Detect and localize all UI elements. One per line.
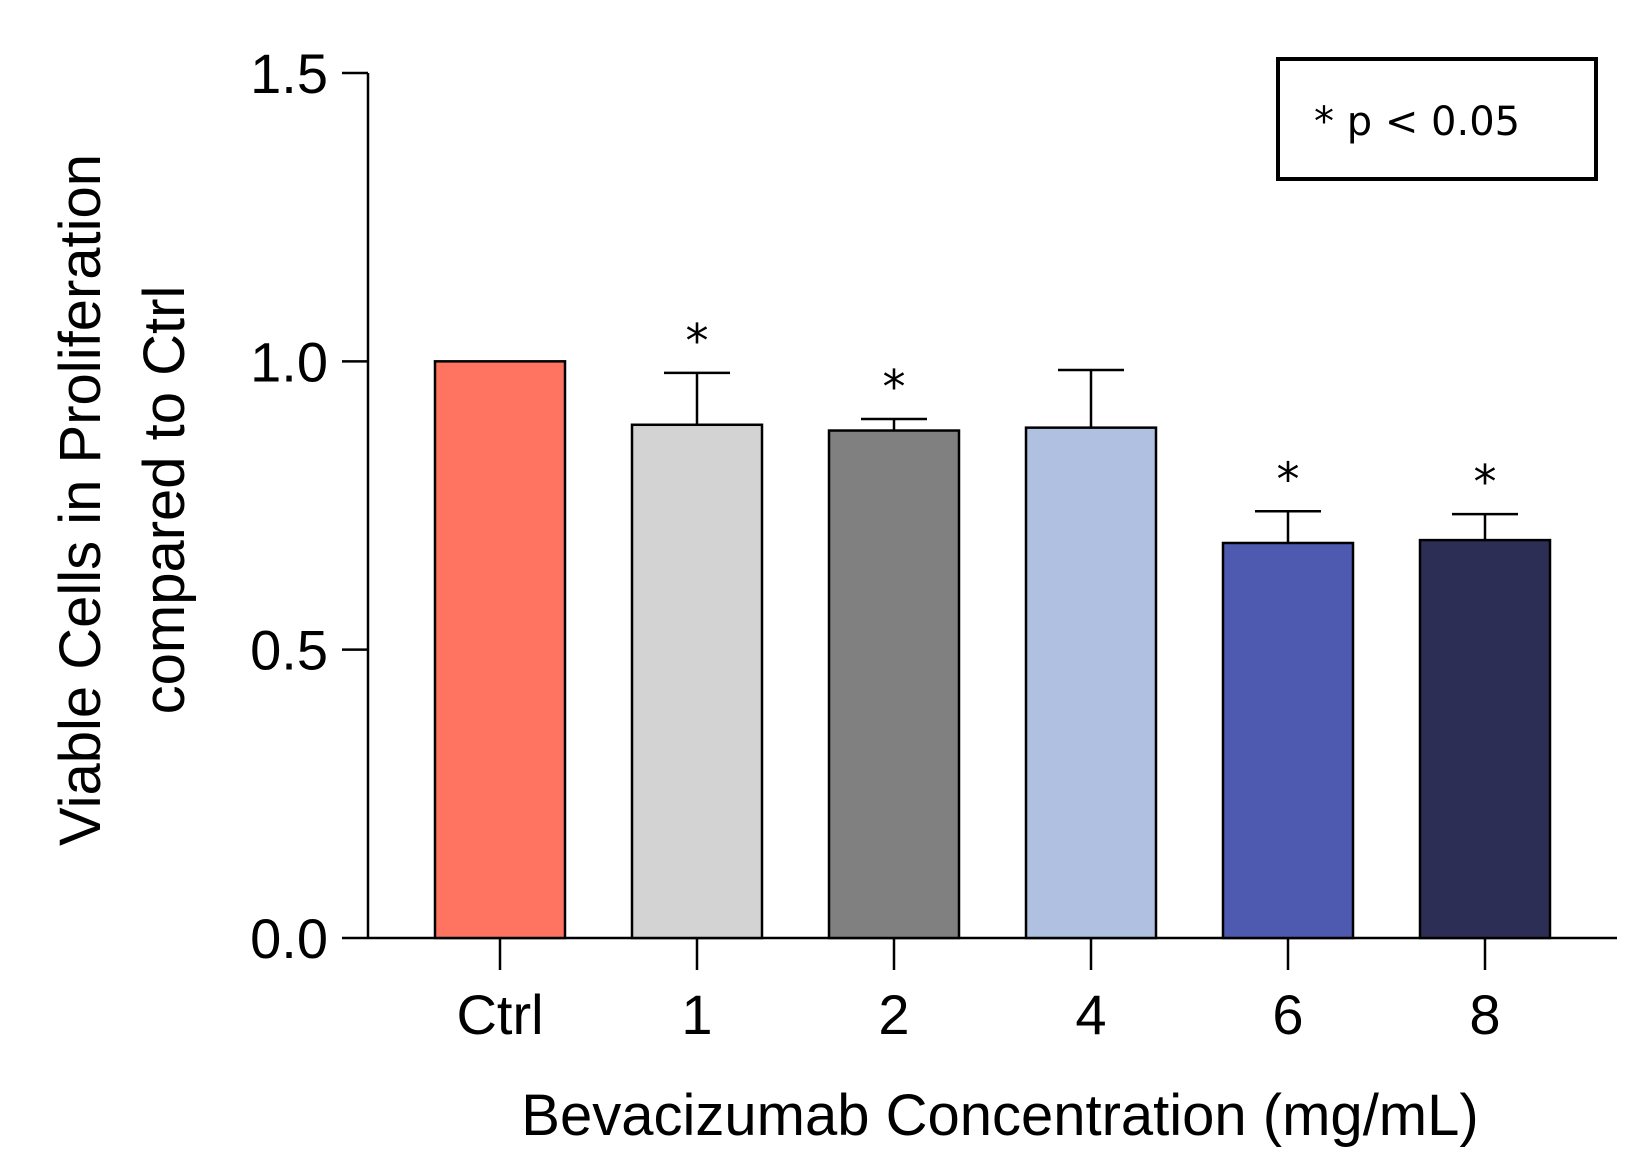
y-tick-label: 1.5 — [250, 42, 328, 105]
x-ticks: Ctrl 1 2 4 6 8 — [456, 938, 1501, 1046]
bar-1 — [630, 423, 764, 940]
x-tick-label: 8 — [1469, 983, 1500, 1046]
significance-marker: * — [686, 314, 709, 368]
x-tick-label: 4 — [1075, 983, 1106, 1046]
x-axis-title: Bevacizumab Concentration (mg/mL) — [521, 1083, 1478, 1148]
bar-8 — [1418, 538, 1552, 940]
legend-box — [1276, 57, 1598, 181]
y-axis-title-line-1: Viable Cells in Proliferation — [48, 154, 113, 846]
legend-text: * p < 0.05 — [1314, 99, 1520, 145]
legend: * p < 0.05 — [1276, 57, 1598, 181]
bars: * * * * — [433, 314, 1552, 940]
y-tick-label: 0.5 — [250, 619, 328, 682]
x-tick-label: Ctrl — [456, 983, 543, 1046]
x-tick-label: 6 — [1272, 983, 1303, 1046]
x-tick-label: 1 — [681, 983, 712, 1046]
y-axis-title-line-2: compared to Ctrl — [132, 286, 197, 715]
y-axis-title: Viable Cells in Proliferation compared t… — [48, 154, 197, 846]
bar-ctrl — [433, 360, 567, 940]
bar-6 — [1221, 541, 1355, 940]
y-tick-label: 0.0 — [250, 907, 328, 970]
bar-4 — [1024, 426, 1158, 940]
y-tick-label: 1.0 — [250, 330, 328, 393]
bar-2 — [827, 429, 961, 940]
significance-marker: * — [1277, 452, 1300, 506]
y-ticks: 0.0 0.5 1.0 1.5 — [250, 42, 368, 970]
significance-marker: * — [1474, 455, 1497, 509]
x-tick-label: 2 — [878, 983, 909, 1046]
significance-marker: * — [883, 360, 906, 414]
